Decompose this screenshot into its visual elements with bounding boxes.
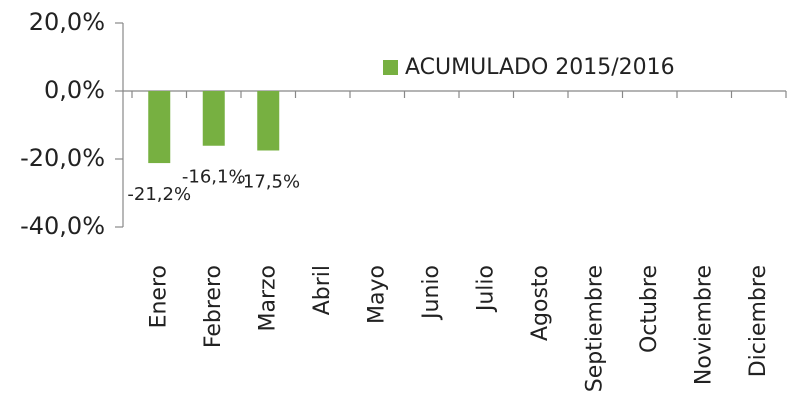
- x-tick-label: Septiembre: [582, 265, 607, 392]
- bar: [148, 91, 171, 164]
- x-tick-label: Julio: [473, 265, 498, 313]
- y-tick-label: -20,0%: [20, 144, 105, 172]
- x-tick-label: Agosto: [528, 265, 553, 341]
- legend-label: ACUMULADO 2015/2016: [405, 55, 675, 80]
- x-tick-label: Diciembre: [746, 265, 771, 377]
- x-tick-label: Octubre: [637, 265, 662, 353]
- x-tick-label: Marzo: [255, 265, 280, 332]
- legend-swatch: [383, 60, 398, 75]
- x-tick-label: Abril: [310, 265, 335, 315]
- value-label: -16,1%: [182, 167, 246, 188]
- y-tick-label: 0,0%: [44, 76, 105, 104]
- x-tick-label: Enero: [146, 265, 171, 328]
- x-tick-label: Mayo: [364, 265, 389, 324]
- x-tick-label: Noviembre: [691, 265, 716, 385]
- value-label: -21,2%: [127, 184, 191, 205]
- bar: [202, 91, 225, 146]
- y-tick-label: 20,0%: [29, 8, 105, 36]
- bar: [257, 91, 280, 151]
- x-tick-label: Febrero: [201, 265, 226, 348]
- x-tick-label: Junio: [419, 265, 444, 321]
- value-label: -17,5%: [236, 172, 300, 193]
- y-tick-label: -40,0%: [20, 212, 105, 240]
